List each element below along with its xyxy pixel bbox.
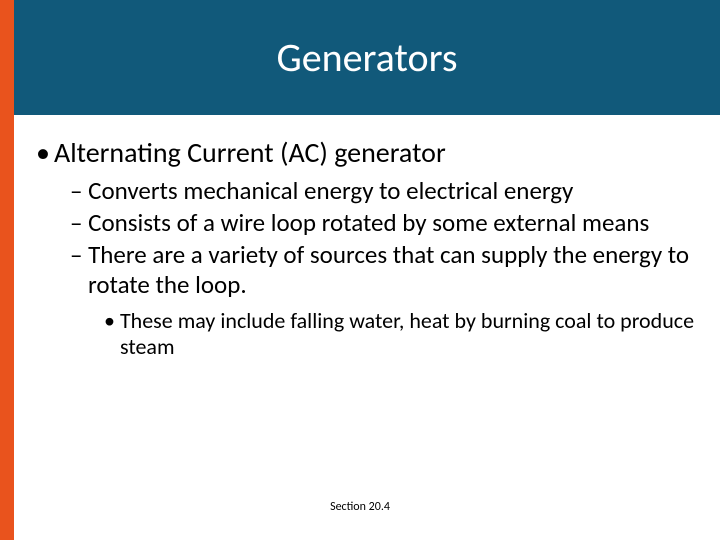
bullet-level2: – Converts mechanical energy to electric…	[36, 176, 700, 206]
bullet-glyph-l3: •	[104, 307, 115, 334]
title-bar: Generators	[14, 0, 720, 115]
bullet-text-l2: Consists of a wire loop rotated by some …	[88, 207, 649, 238]
bullet-glyph-l2: –	[70, 239, 82, 270]
bullet-level2: – There are a variety of sources that ca…	[36, 240, 700, 300]
bullet-text-l2: Converts mechanical energy to electrical…	[88, 175, 573, 206]
bullet-text-l3: These may include falling water, heat by…	[120, 307, 694, 360]
bullet-glyph-l2: –	[70, 175, 82, 206]
bullet-level3: • These may include falling water, heat …	[36, 308, 700, 361]
bullet-glyph-l1: •	[36, 135, 54, 170]
bullet-level1: •Alternating Current (AC) generator	[36, 135, 700, 170]
bullet-text-l2: There are a variety of sources that can …	[88, 239, 689, 300]
slide-title: Generators	[277, 33, 458, 82]
bullet-text-l1: Alternating Current (AC) generator	[54, 135, 446, 170]
bullet-glyph-l2: –	[70, 207, 82, 238]
content-area: •Alternating Current (AC) generator – Co…	[14, 125, 710, 361]
accent-stripe	[0, 0, 14, 540]
section-footer: Section 20.4	[0, 500, 720, 514]
bullet-level2: – Consists of a wire loop rotated by som…	[36, 208, 700, 238]
